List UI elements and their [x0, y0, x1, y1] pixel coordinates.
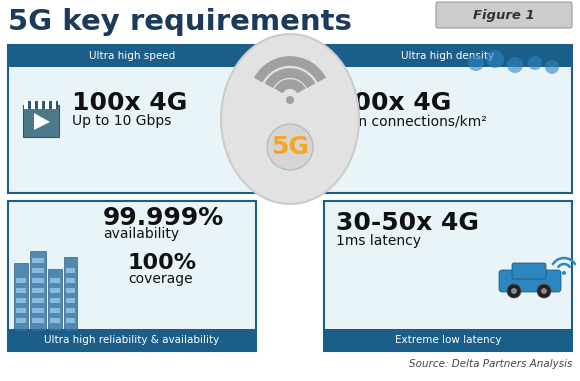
FancyBboxPatch shape	[48, 269, 62, 331]
Circle shape	[267, 124, 313, 170]
FancyBboxPatch shape	[8, 45, 256, 67]
Polygon shape	[34, 113, 50, 130]
FancyBboxPatch shape	[16, 278, 26, 283]
Text: Ultra high density: Ultra high density	[401, 51, 495, 61]
FancyBboxPatch shape	[32, 258, 44, 263]
FancyBboxPatch shape	[66, 288, 75, 293]
FancyBboxPatch shape	[324, 45, 572, 193]
FancyBboxPatch shape	[66, 298, 75, 303]
FancyBboxPatch shape	[23, 105, 59, 137]
FancyBboxPatch shape	[16, 298, 26, 303]
Circle shape	[562, 271, 566, 275]
FancyBboxPatch shape	[50, 308, 60, 313]
FancyBboxPatch shape	[32, 288, 44, 293]
FancyBboxPatch shape	[512, 263, 546, 279]
Text: 99.999%: 99.999%	[103, 206, 224, 230]
FancyBboxPatch shape	[24, 101, 28, 109]
FancyBboxPatch shape	[324, 45, 572, 67]
FancyBboxPatch shape	[16, 308, 26, 313]
FancyBboxPatch shape	[32, 308, 44, 313]
FancyBboxPatch shape	[32, 278, 44, 283]
Text: 100x 4G: 100x 4G	[336, 91, 451, 115]
FancyBboxPatch shape	[66, 268, 75, 273]
FancyBboxPatch shape	[32, 268, 44, 273]
FancyBboxPatch shape	[64, 257, 77, 331]
FancyBboxPatch shape	[52, 101, 56, 109]
FancyBboxPatch shape	[8, 45, 256, 193]
Text: Ultra high reliability & availability: Ultra high reliability & availability	[45, 335, 220, 345]
Text: 5G: 5G	[271, 135, 309, 159]
FancyBboxPatch shape	[50, 278, 60, 283]
Text: Source: Delta Partners Analysis: Source: Delta Partners Analysis	[409, 359, 572, 369]
Circle shape	[528, 56, 542, 70]
FancyBboxPatch shape	[16, 318, 26, 323]
FancyBboxPatch shape	[66, 308, 75, 313]
FancyBboxPatch shape	[38, 101, 42, 109]
Circle shape	[537, 284, 551, 298]
Text: 5G key requirements: 5G key requirements	[8, 8, 352, 36]
Circle shape	[511, 288, 517, 294]
Circle shape	[286, 96, 294, 104]
FancyBboxPatch shape	[324, 201, 572, 351]
Circle shape	[507, 57, 523, 73]
Text: availability: availability	[103, 227, 179, 241]
Text: Up to 10 Gbps: Up to 10 Gbps	[72, 114, 171, 128]
FancyBboxPatch shape	[50, 318, 60, 323]
Circle shape	[541, 288, 547, 294]
FancyBboxPatch shape	[24, 101, 58, 109]
FancyBboxPatch shape	[8, 201, 256, 351]
FancyBboxPatch shape	[66, 318, 75, 323]
Text: Figure 1: Figure 1	[473, 8, 535, 21]
FancyBboxPatch shape	[8, 329, 256, 351]
FancyBboxPatch shape	[324, 329, 572, 351]
FancyBboxPatch shape	[50, 298, 60, 303]
FancyBboxPatch shape	[50, 288, 60, 293]
FancyBboxPatch shape	[32, 298, 44, 303]
Text: 1ms latency: 1ms latency	[336, 234, 421, 248]
FancyBboxPatch shape	[66, 278, 75, 283]
Circle shape	[507, 284, 521, 298]
FancyBboxPatch shape	[31, 101, 35, 109]
Text: coverage: coverage	[128, 272, 193, 286]
Ellipse shape	[221, 34, 359, 204]
FancyBboxPatch shape	[30, 251, 46, 331]
Text: Extreme low latency: Extreme low latency	[395, 335, 501, 345]
Text: Ultra high speed: Ultra high speed	[89, 51, 175, 61]
Text: 30-50x 4G: 30-50x 4G	[336, 211, 479, 235]
FancyBboxPatch shape	[436, 2, 572, 28]
FancyBboxPatch shape	[499, 270, 561, 292]
Circle shape	[545, 60, 559, 74]
Circle shape	[486, 50, 504, 68]
FancyBboxPatch shape	[45, 101, 49, 109]
Text: 100x 4G: 100x 4G	[72, 91, 187, 115]
FancyBboxPatch shape	[16, 288, 26, 293]
FancyBboxPatch shape	[32, 318, 44, 323]
Text: 100%: 100%	[128, 253, 197, 273]
FancyBboxPatch shape	[14, 263, 28, 331]
Circle shape	[468, 55, 484, 71]
Text: 1mn connections/km²: 1mn connections/km²	[336, 114, 487, 128]
